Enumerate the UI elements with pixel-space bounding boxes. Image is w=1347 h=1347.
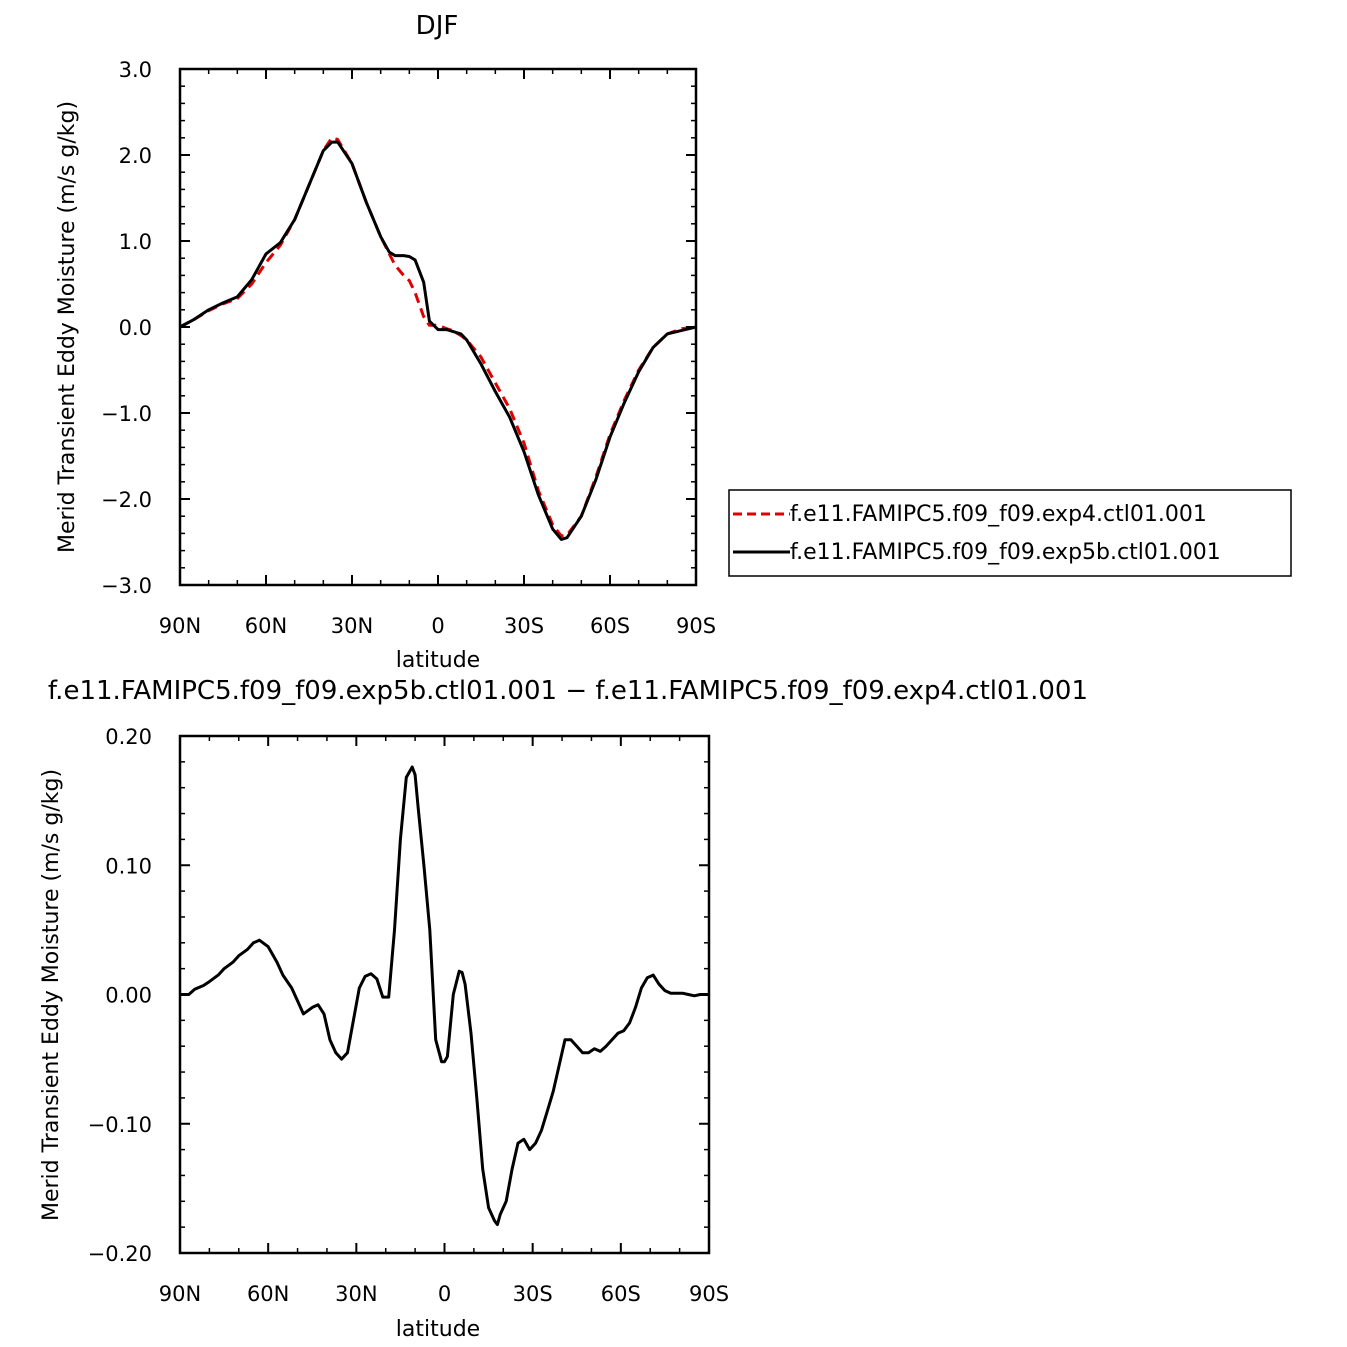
- series-line-p2-0: [180, 765, 709, 1227]
- x-tick-label: 90N: [159, 1282, 201, 1306]
- panel1-ticks: [179, 68, 697, 586]
- legend-box: [728, 489, 1292, 577]
- x-tick-label: 30S: [504, 614, 544, 638]
- panel2-title: f.e11.FAMIPC5.f09_f09.exp5b.ctl01.001 − …: [48, 676, 1088, 706]
- x-tick-label: 60S: [590, 614, 630, 638]
- y-tick-label: 0.0: [119, 316, 152, 340]
- x-tick-label: 30N: [335, 1282, 377, 1306]
- x-tick-label: 90S: [676, 614, 716, 638]
- legend-label-exp5b: f.e11.FAMIPC5.f09_f09.exp5b.ctl01.001: [790, 540, 1221, 565]
- y-tick-label: −1.0: [101, 402, 152, 426]
- y-tick-label: 0.00: [105, 984, 152, 1008]
- panel1-plot-frame: [178, 67, 698, 587]
- panel2-x-axis-label: latitude: [396, 1317, 480, 1342]
- panel2-x-tick-labels: 90N 60N 30N 0 30S 60S 90S: [159, 1282, 729, 1306]
- y-tick-label: −0.20: [88, 1242, 152, 1266]
- panel1-x-tick-labels: 90N 60N 30N 0 30S 60S 90S: [159, 614, 716, 638]
- y-tick-label: −3.0: [101, 574, 152, 598]
- x-tick-label: 60N: [245, 614, 287, 638]
- x-tick-label: 90S: [689, 1282, 729, 1306]
- panel2-ticks: [179, 735, 710, 1254]
- x-tick-label: 60N: [247, 1282, 289, 1306]
- panel1-y-tick-labels: 3.0 2.0 1.0 0.0 −1.0 −2.0 −3.0: [101, 58, 152, 598]
- y-tick-label: −2.0: [101, 488, 152, 512]
- x-tick-label: 30S: [513, 1282, 553, 1306]
- panel2-y-tick-labels: 0.20 0.10 0.00 −0.10 −0.20: [88, 725, 152, 1266]
- y-tick-label: 3.0: [119, 58, 152, 82]
- panel1-title: DJF: [416, 11, 459, 41]
- legend-label-exp4: f.e11.FAMIPC5.f09_f09.exp4.ctl01.001: [790, 502, 1207, 527]
- series-line-p1-0: [179, 136, 697, 538]
- y-tick-label: 0.20: [105, 725, 152, 749]
- panel1-x-axis-label: latitude: [396, 648, 480, 673]
- panel2-y-axis-label: Merid Transient Eddy Moisture (m/s g/kg): [39, 769, 64, 1221]
- y-tick-label: 2.0: [119, 144, 152, 168]
- x-tick-label: 0: [431, 614, 444, 638]
- series-line-p1-1: [179, 140, 697, 541]
- x-tick-label: 0: [438, 1282, 451, 1306]
- y-tick-label: −0.10: [88, 1113, 152, 1137]
- top-panel: DJF 3.0 2.0 1.0 0.0 −1.0 −2.0 −3.0 90N 60N 30N 0 3…: [55, 11, 1292, 673]
- panel1-y-axis-label: Merid Transient Eddy Moisture (m/s g/kg): [55, 101, 80, 553]
- bottom-panel: f.e11.FAMIPC5.f09_f09.exp5b.ctl01.001 − …: [39, 676, 1088, 1342]
- x-tick-label: 60S: [601, 1282, 641, 1306]
- x-tick-label: 30N: [331, 614, 373, 638]
- panel2-series-layer: [180, 765, 709, 1227]
- y-tick-label: 1.0: [119, 230, 152, 254]
- legend: f.e11.FAMIPC5.f09_f09.exp4.ctl01.001 f.e…: [728, 489, 1292, 577]
- panel2-plot-frame: [178, 734, 711, 1255]
- y-tick-label: 0.10: [105, 854, 152, 878]
- panel1-series-layer: [179, 136, 697, 541]
- x-tick-label: 90N: [159, 614, 201, 638]
